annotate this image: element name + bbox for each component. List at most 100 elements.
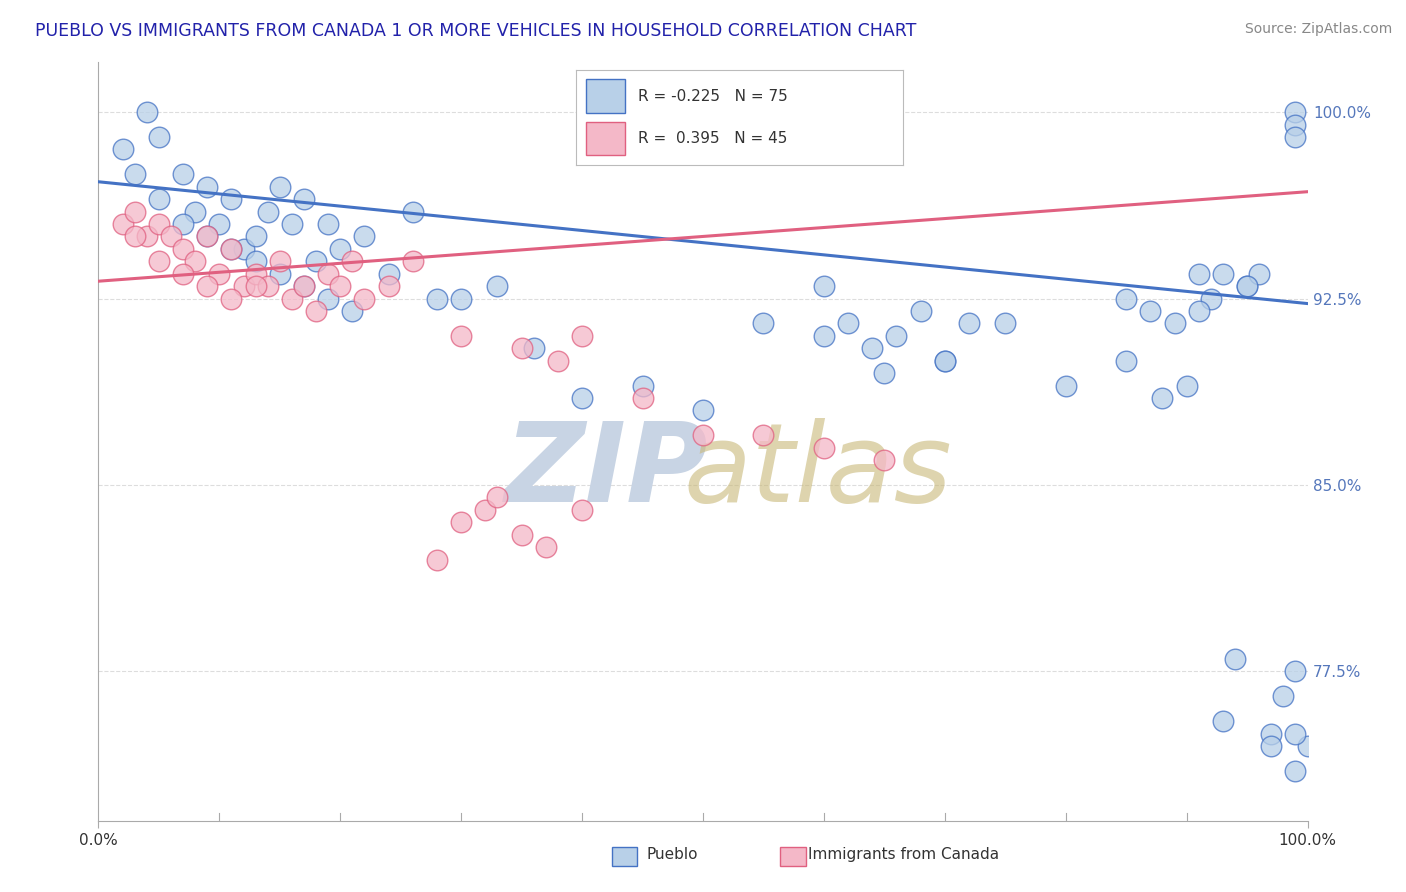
- Point: [316, 267, 339, 281]
- Point: [994, 317, 1017, 331]
- Point: [221, 242, 243, 256]
- Text: Immigrants from Canada: Immigrants from Canada: [808, 847, 1000, 862]
- Point: [245, 254, 267, 268]
- Point: [184, 254, 207, 268]
- Point: [474, 503, 496, 517]
- Point: [1284, 726, 1306, 740]
- Point: [1223, 652, 1246, 666]
- Point: [1284, 105, 1306, 120]
- Point: [450, 329, 472, 343]
- Point: [221, 242, 243, 256]
- Point: [571, 329, 593, 343]
- Point: [256, 204, 278, 219]
- Point: [148, 192, 170, 206]
- Point: [1199, 292, 1222, 306]
- Point: [510, 341, 533, 355]
- Point: [269, 254, 291, 268]
- Point: [1284, 130, 1306, 145]
- Point: [910, 304, 932, 318]
- Point: [860, 341, 883, 355]
- Point: [305, 254, 328, 268]
- Point: [184, 204, 207, 219]
- Point: [1260, 739, 1282, 753]
- Point: [1249, 267, 1271, 281]
- Point: [208, 267, 231, 281]
- Point: [402, 254, 425, 268]
- Point: [837, 317, 859, 331]
- Point: [692, 403, 714, 417]
- Point: [148, 254, 170, 268]
- Point: [124, 229, 146, 244]
- Point: [292, 279, 315, 293]
- Point: [1284, 118, 1306, 132]
- Point: [534, 540, 557, 554]
- Point: [269, 267, 291, 281]
- Point: [329, 242, 352, 256]
- Point: [377, 267, 399, 281]
- Point: [1163, 317, 1185, 331]
- Point: [269, 179, 291, 194]
- Point: [172, 167, 194, 181]
- Point: [172, 217, 194, 231]
- Point: [195, 179, 218, 194]
- Text: Pueblo: Pueblo: [647, 847, 699, 862]
- Point: [1175, 378, 1198, 392]
- Point: [292, 279, 315, 293]
- Point: [873, 366, 896, 380]
- Point: [232, 279, 254, 293]
- Point: [1152, 391, 1174, 405]
- Point: [426, 292, 449, 306]
- Point: [752, 428, 775, 442]
- Point: [377, 279, 399, 293]
- Point: [232, 242, 254, 256]
- Point: [342, 254, 364, 268]
- Point: [1212, 267, 1234, 281]
- Point: [886, 329, 908, 343]
- Point: [752, 317, 775, 331]
- Point: [111, 143, 134, 157]
- Text: atlas: atlas: [683, 418, 952, 525]
- Point: [571, 391, 593, 405]
- Point: [245, 279, 267, 293]
- Point: [353, 292, 375, 306]
- Point: [1212, 714, 1234, 729]
- Point: [256, 279, 278, 293]
- Text: Source: ZipAtlas.com: Source: ZipAtlas.com: [1244, 22, 1392, 37]
- Point: [1188, 304, 1211, 318]
- Point: [1272, 690, 1295, 704]
- Point: [195, 229, 218, 244]
- Point: [148, 217, 170, 231]
- Point: [329, 279, 352, 293]
- Point: [111, 217, 134, 231]
- Text: ZIP: ZIP: [505, 418, 709, 525]
- Text: PUEBLO VS IMMIGRANTS FROM CANADA 1 OR MORE VEHICLES IN HOUSEHOLD CORRELATION CHA: PUEBLO VS IMMIGRANTS FROM CANADA 1 OR MO…: [35, 22, 917, 40]
- Point: [692, 428, 714, 442]
- Point: [124, 167, 146, 181]
- Point: [342, 304, 364, 318]
- Point: [631, 378, 654, 392]
- Point: [1188, 267, 1211, 281]
- Point: [124, 204, 146, 219]
- Point: [934, 353, 956, 368]
- Point: [160, 229, 183, 244]
- Point: [402, 204, 425, 219]
- Point: [1284, 665, 1306, 679]
- Point: [292, 192, 315, 206]
- Point: [172, 267, 194, 281]
- Point: [426, 552, 449, 566]
- Point: [1284, 764, 1306, 778]
- Point: [486, 491, 509, 505]
- Point: [450, 292, 472, 306]
- Point: [316, 217, 339, 231]
- Point: [510, 528, 533, 542]
- Point: [957, 317, 980, 331]
- Point: [305, 304, 328, 318]
- Point: [631, 391, 654, 405]
- Point: [195, 229, 218, 244]
- Point: [1260, 726, 1282, 740]
- Point: [813, 279, 835, 293]
- Point: [1236, 279, 1258, 293]
- Point: [353, 229, 375, 244]
- Point: [1139, 304, 1161, 318]
- Point: [523, 341, 546, 355]
